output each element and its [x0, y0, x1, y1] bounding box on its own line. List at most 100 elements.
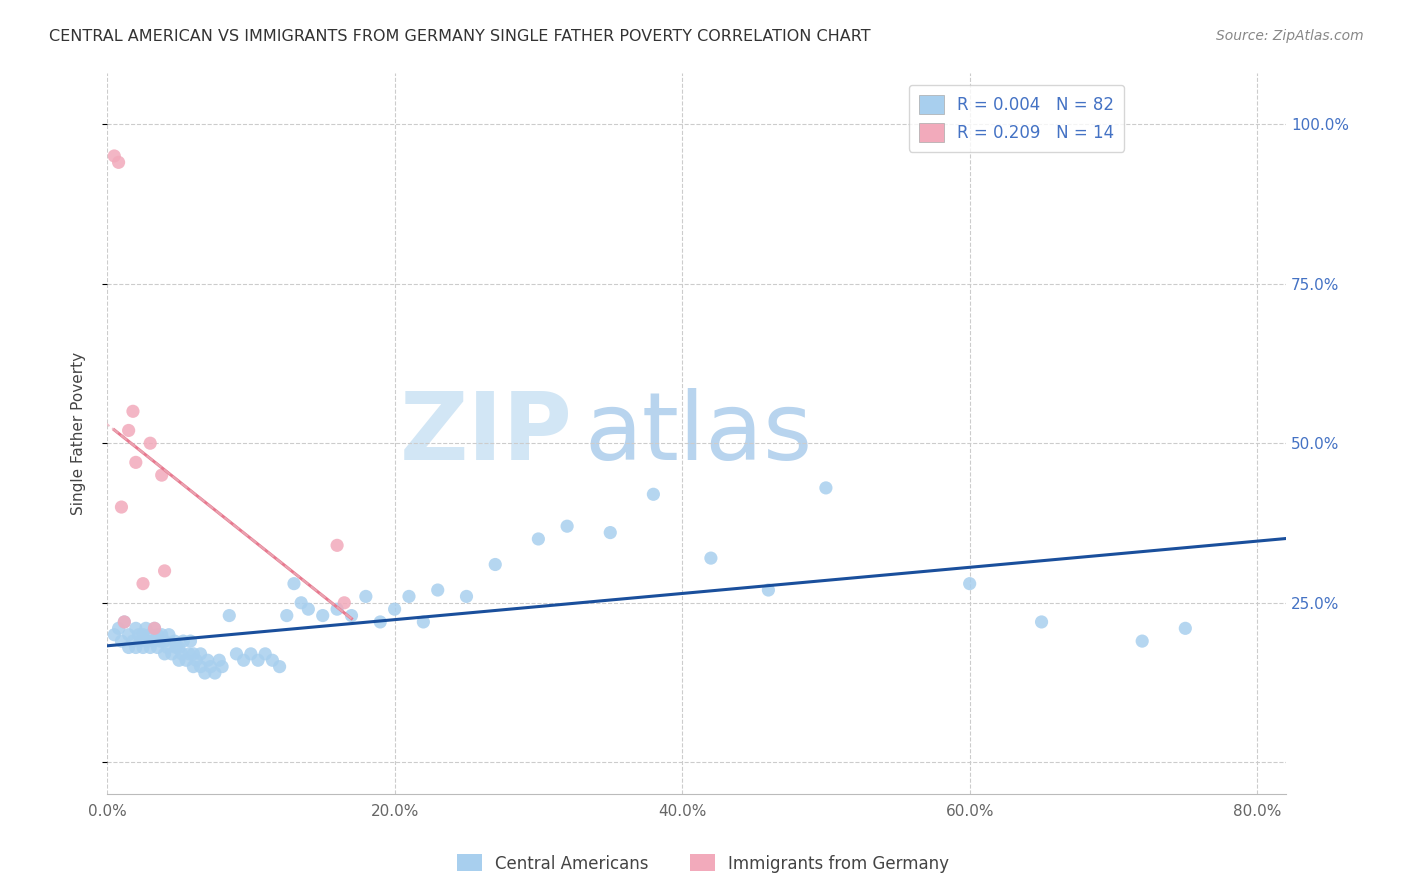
Point — [326, 602, 349, 616]
Point — [143, 621, 166, 635]
Point — [146, 628, 169, 642]
Point — [153, 634, 176, 648]
Text: atlas: atlas — [585, 388, 813, 480]
Point — [146, 640, 169, 655]
Point — [122, 634, 145, 648]
Point — [290, 596, 312, 610]
Point — [179, 634, 201, 648]
Point — [165, 640, 187, 655]
Point — [218, 608, 240, 623]
Point — [384, 602, 406, 616]
Point — [1130, 634, 1153, 648]
Point — [125, 640, 148, 655]
Point — [167, 653, 190, 667]
Point — [177, 647, 200, 661]
Legend: R = 0.004   N = 82, R = 0.209   N = 14: R = 0.004 N = 82, R = 0.209 N = 14 — [908, 85, 1125, 152]
Point — [186, 653, 208, 667]
Point — [197, 653, 219, 667]
Point — [368, 615, 391, 629]
Point — [262, 653, 284, 667]
Point — [163, 634, 186, 648]
Point — [167, 640, 190, 655]
Point — [117, 640, 139, 655]
Point — [150, 628, 173, 642]
Point — [484, 558, 506, 572]
Point — [200, 659, 222, 673]
Point — [312, 608, 335, 623]
Point — [225, 647, 247, 661]
Text: Source: ZipAtlas.com: Source: ZipAtlas.com — [1216, 29, 1364, 43]
Point — [136, 634, 159, 648]
Point — [160, 647, 183, 661]
Point — [254, 647, 277, 661]
Point — [128, 628, 150, 642]
Point — [700, 551, 723, 566]
Point — [112, 615, 135, 629]
Point — [232, 653, 254, 667]
Point — [107, 155, 129, 169]
Point — [204, 666, 226, 681]
Point — [247, 653, 270, 667]
Point — [157, 628, 180, 642]
Point — [143, 621, 166, 635]
Legend: Central Americans, Immigrants from Germany: Central Americans, Immigrants from Germa… — [450, 847, 956, 880]
Point — [412, 615, 434, 629]
Point — [117, 628, 139, 642]
Text: ZIP: ZIP — [399, 388, 572, 480]
Point — [103, 628, 125, 642]
Point — [142, 634, 165, 648]
Point — [643, 487, 665, 501]
Point — [283, 576, 305, 591]
Point — [239, 647, 262, 661]
Point — [527, 532, 550, 546]
Point — [211, 659, 233, 673]
Point — [190, 647, 212, 661]
Point — [110, 500, 132, 514]
Point — [456, 590, 478, 604]
Point — [174, 653, 197, 667]
Point — [354, 590, 377, 604]
Point — [107, 621, 129, 635]
Point — [340, 608, 363, 623]
Point — [156, 640, 179, 655]
Point — [150, 468, 173, 483]
Text: CENTRAL AMERICAN VS IMMIGRANTS FROM GERMANY SINGLE FATHER POVERTY CORRELATION CH: CENTRAL AMERICAN VS IMMIGRANTS FROM GERM… — [49, 29, 870, 44]
Point — [555, 519, 578, 533]
Point — [426, 582, 449, 597]
Point — [1174, 621, 1197, 635]
Point — [170, 647, 193, 661]
Point — [276, 608, 298, 623]
Point — [132, 628, 155, 642]
Point — [194, 666, 217, 681]
Point — [269, 659, 291, 673]
Point — [149, 634, 172, 648]
Point — [183, 647, 205, 661]
Point — [398, 590, 420, 604]
Point — [758, 582, 780, 597]
Point — [110, 634, 132, 648]
Point — [326, 538, 349, 552]
Point — [153, 564, 176, 578]
Point — [333, 596, 356, 610]
Point — [172, 634, 194, 648]
Point — [132, 576, 155, 591]
Point — [297, 602, 319, 616]
Point — [153, 647, 176, 661]
Point — [139, 628, 162, 642]
Point — [125, 455, 148, 469]
Point — [139, 436, 162, 450]
Point — [1031, 615, 1053, 629]
Point — [125, 621, 148, 635]
Point — [599, 525, 621, 540]
Point — [190, 659, 212, 673]
Point — [132, 640, 155, 655]
Point — [139, 640, 162, 655]
Point — [129, 634, 152, 648]
Point — [135, 621, 157, 635]
Point — [183, 659, 205, 673]
Point — [103, 149, 125, 163]
Point — [814, 481, 837, 495]
Point — [117, 424, 139, 438]
Point — [208, 653, 231, 667]
Y-axis label: Single Father Poverty: Single Father Poverty — [72, 352, 86, 516]
